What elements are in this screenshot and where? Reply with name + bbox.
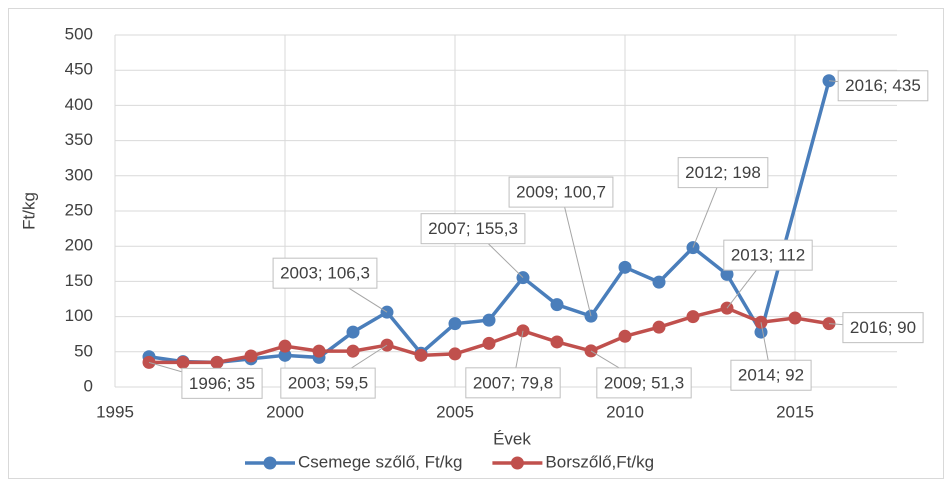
data-label: 2007; 79,8 xyxy=(465,330,561,399)
x-axis-label: Évek xyxy=(493,429,531,448)
y-tick-label: 500 xyxy=(65,24,93,43)
data-label-text: 2013; 112 xyxy=(731,246,805,265)
data-label: 2016; 90 xyxy=(828,312,924,344)
x-tick-label: 2005 xyxy=(436,402,474,421)
data-point xyxy=(618,260,632,274)
label-box xyxy=(842,312,924,344)
legend-marker xyxy=(263,456,277,470)
data-label-text: 1996; 35 xyxy=(189,374,255,393)
data-point xyxy=(244,349,258,363)
label-box xyxy=(272,257,378,289)
label-leader xyxy=(560,191,592,317)
x-tick-label: 1995 xyxy=(96,402,134,421)
data-label: 2009; 100,7 xyxy=(508,176,614,317)
data-point xyxy=(550,298,564,312)
y-tick-label: 250 xyxy=(65,200,93,219)
data-point xyxy=(448,317,462,331)
data-point xyxy=(482,336,496,350)
data-point xyxy=(278,339,292,353)
data-point xyxy=(686,310,700,324)
x-tick-label: 2015 xyxy=(776,402,814,421)
data-label-text: 2007; 79,8 xyxy=(473,373,553,392)
data-point xyxy=(346,325,360,339)
data-point xyxy=(278,348,292,362)
label-box xyxy=(837,70,929,102)
y-tick-label: 100 xyxy=(65,306,93,325)
y-tick-label: 200 xyxy=(65,236,93,255)
data-point xyxy=(788,311,802,325)
data-point xyxy=(652,275,666,289)
data-point xyxy=(720,267,734,281)
data-point xyxy=(414,348,428,362)
label-box xyxy=(508,176,614,208)
data-label-text: 2016; 435 xyxy=(845,76,921,95)
legend: Csemege szőlő, Ft/kg Borszőlő,Ft/kg xyxy=(245,452,654,471)
data-label-text: 2003; 106,3 xyxy=(280,264,370,283)
data-label: 2007; 155,3 xyxy=(420,213,526,279)
data-point xyxy=(346,344,360,358)
data-point xyxy=(618,329,632,343)
legend-label: Borszőlő,Ft/kg xyxy=(545,452,654,471)
label-box xyxy=(420,213,526,245)
data-label: 2003; 59,5 xyxy=(280,344,388,399)
data-label: 2014; 92 xyxy=(730,322,812,391)
label-box xyxy=(723,239,813,271)
label-box xyxy=(465,367,561,399)
data-point xyxy=(312,344,326,358)
data-label: 2013; 112 xyxy=(723,239,813,309)
data-label: 2016; 435 xyxy=(828,70,929,102)
label-box xyxy=(596,367,692,399)
x-tick-label: 2010 xyxy=(606,402,644,421)
label-box xyxy=(280,367,376,399)
x-tick-label: 2000 xyxy=(266,402,304,421)
data-label-text: 2007; 155,3 xyxy=(428,219,518,238)
data-label: 2003; 106,3 xyxy=(272,257,388,313)
y-tick-label: 50 xyxy=(74,341,93,360)
data-label-text: 2014; 92 xyxy=(738,366,804,385)
data-label-text: 2016; 90 xyxy=(850,318,916,337)
y-tick-label: 400 xyxy=(65,95,93,114)
data-label-text: 2009; 51,3 xyxy=(604,373,684,392)
data-label: 2012; 198 xyxy=(677,157,769,248)
legend-label: Csemege szőlő, Ft/kg xyxy=(298,452,462,471)
data-point xyxy=(652,320,666,334)
y-axis-label: Ft/kg xyxy=(19,192,38,230)
data-label: 1996; 35 xyxy=(148,361,263,399)
data-point xyxy=(210,355,224,369)
data-point xyxy=(448,347,462,361)
y-tick-label: 450 xyxy=(65,60,93,79)
data-label-text: 2009; 100,7 xyxy=(516,183,606,202)
y-tick-label: 150 xyxy=(65,271,93,290)
data-point xyxy=(550,335,564,349)
label-box xyxy=(677,157,769,189)
y-tick-label: 350 xyxy=(65,130,93,149)
data-label-text: 2003; 59,5 xyxy=(288,374,368,393)
legend-marker xyxy=(510,456,524,470)
data-point xyxy=(754,325,768,339)
data-label-text: 2012; 198 xyxy=(685,163,761,182)
data-label: 2009; 51,3 xyxy=(590,350,692,399)
label-box xyxy=(181,367,263,399)
y-tick-label: 0 xyxy=(84,376,93,395)
data-point xyxy=(482,313,496,327)
y-tick-label: 300 xyxy=(65,165,93,184)
data-point xyxy=(176,355,190,369)
label-box xyxy=(730,359,812,391)
